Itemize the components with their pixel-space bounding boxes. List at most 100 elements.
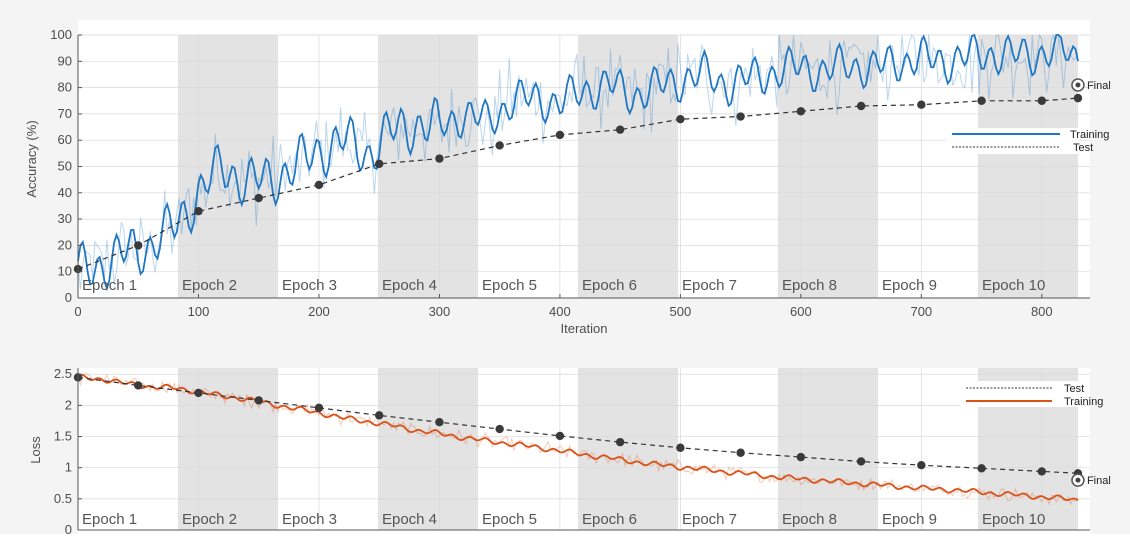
test-point [314,403,324,413]
y-tick-label: 2.5 [54,366,72,381]
accuracy-x-axis-label: Iteration [561,321,608,336]
y-tick-label: 0 [65,290,72,305]
epoch-label: Epoch 5 [482,511,537,528]
epoch-label: Epoch 4 [382,277,437,294]
test-point [495,424,504,434]
epoch-label: Epoch 10 [982,277,1045,294]
y-tick-label: 100 [50,27,72,42]
test-point [736,448,745,457]
loss-legend: Test Training [960,381,1103,408]
test-point [856,101,866,111]
y-tick-label: 0.5 [54,491,72,506]
epoch-band-shade [777,368,878,530]
y-tick-label: 2 [65,397,72,412]
accuracy-y-axis-label: Accuracy (%) [24,120,39,197]
loss-final-dot [1075,477,1081,483]
test-point [796,107,806,116]
test-point [194,207,203,216]
test-point [314,180,324,190]
accuracy-legend-box [946,128,1078,154]
epoch-label: Epoch 9 [882,277,937,294]
epoch-label: Epoch 8 [782,277,837,294]
x-tick-label: 100 [188,304,210,319]
test-point [254,193,263,203]
accuracy-final-dot [1075,82,1081,88]
test-point [856,457,866,466]
y-tick-label: 1.5 [54,429,72,444]
y-tick-label: 40 [58,185,72,200]
training-raw-trace [77,33,1079,290]
legend-test-label: Test [1073,142,1093,154]
accuracy-final-label: Final [1087,80,1111,92]
x-tick-label: 500 [670,304,692,319]
test-point [555,431,565,441]
test-point [194,388,203,398]
epoch-label: Epoch 5 [482,277,537,294]
x-tick-label: 200 [308,304,330,319]
loss-final-label: Final [1087,475,1111,487]
test-point [977,464,986,473]
test-point [435,418,444,427]
training-series-line [77,33,1079,292]
x-tick-label: 0 [74,304,81,319]
epoch-label: Epoch 10 [982,511,1045,528]
epoch-band-shade [377,368,478,530]
epoch-label: Epoch 2 [182,511,237,528]
test-series-line [77,97,1079,270]
epoch-label: Epoch 7 [682,511,737,528]
test-point [917,100,926,109]
test-series-line [77,376,1079,474]
test-point [1037,96,1047,105]
test-point [435,154,444,163]
epoch-label: Epoch 8 [782,511,837,528]
x-tick-label: 600 [790,304,812,319]
y-tick-label: 20 [58,237,72,252]
y-tick-label: 1 [65,460,72,475]
x-tick-label: 400 [549,304,571,319]
test-point [977,96,986,105]
legend-training-label: Training [1070,129,1109,141]
y-tick-label: 30 [58,211,72,226]
y-tick-label: 0 [65,522,72,534]
accuracy-panel: Epoch 1 Epoch 2 Epoch 3 Epoch 4 Epoch 5 Epoch… [24,20,1111,336]
epoch-band-shade [177,368,278,530]
test-point [374,411,384,420]
loss-y-axis-label: Loss [28,436,43,464]
test-point [555,130,565,140]
epoch-label: Epoch 1 [82,277,137,294]
y-tick-label: 80 [58,80,72,95]
y-tick-label: 90 [58,53,72,68]
loss-final-marker: Final [1071,473,1111,487]
training-series-line [77,373,1079,502]
epoch-label: Epoch 4 [382,511,437,528]
test-point [374,159,384,169]
legend-loss-test-label: Test [1064,383,1084,395]
test-point [917,461,926,470]
test-point [495,141,504,150]
x-tick-label: 800 [1031,304,1053,319]
epoch-label: Epoch 3 [282,511,337,528]
epoch-label: Epoch 3 [282,277,337,294]
test-point [134,381,143,390]
epoch-label: Epoch 1 [82,511,137,528]
loss-legend-box [960,381,1082,407]
test-point [254,396,263,405]
test-point [1073,93,1083,103]
test-point [1037,467,1047,476]
y-tick-label: 70 [58,106,72,121]
epoch-label: Epoch 9 [882,511,937,528]
epoch-label: Epoch 6 [582,511,637,528]
test-point [796,452,806,462]
test-point [676,443,685,452]
y-tick-label: 10 [58,264,72,279]
x-tick-label: 300 [429,304,451,319]
test-point [615,125,625,134]
y-tick-label: 50 [58,159,72,174]
epoch-label: Epoch 6 [582,277,637,294]
epoch-label: Epoch 7 [682,277,737,294]
x-tick-label: 700 [910,304,932,319]
epoch-band-shade [577,368,678,530]
test-point [615,437,625,447]
